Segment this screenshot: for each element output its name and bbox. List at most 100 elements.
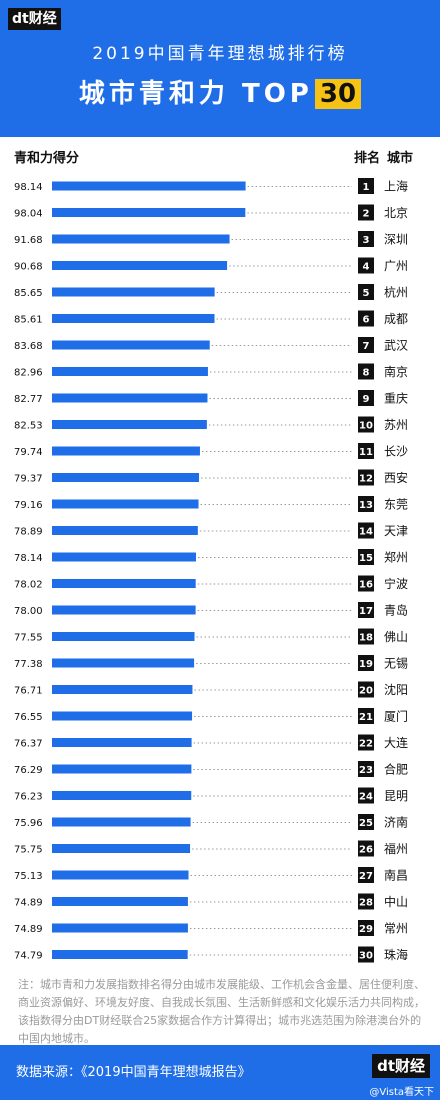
rank-badge <box>358 655 374 671</box>
rank-badge <box>358 628 374 645</box>
bar <box>52 314 215 323</box>
value-label: 79.16 <box>14 500 43 511</box>
city-label: 大连 <box>384 735 408 750</box>
city-label: 南京 <box>384 364 408 379</box>
value-label: 76.55 <box>14 712 43 723</box>
bar <box>52 393 208 403</box>
city-label: 沈阳 <box>384 682 408 697</box>
rank-label: 17 <box>359 606 373 617</box>
value-label: 78.89 <box>14 527 43 538</box>
city-label: 济南 <box>384 815 408 830</box>
city-label: 武汉 <box>384 339 408 353</box>
rank-label: 3 <box>363 235 370 246</box>
bar <box>52 844 191 853</box>
bar <box>52 791 192 800</box>
rank-label: 28 <box>359 898 373 909</box>
value-label: 91.68 <box>14 235 43 246</box>
city-label: 长沙 <box>384 445 408 459</box>
rank-badge <box>358 575 374 592</box>
rank-label: 7 <box>363 341 370 352</box>
value-label: 74.79 <box>14 951 43 962</box>
footnote: 注：城市青和力发展指数排名得分由城市发展能级、工作机会含金量、居住便利度、商业资… <box>18 978 425 1045</box>
city-label: 天津 <box>384 524 408 538</box>
rank-badge <box>358 734 374 751</box>
rank-badge <box>358 284 374 300</box>
rank-label: 24 <box>359 792 373 803</box>
rank-label: 6 <box>363 315 370 326</box>
city-label: 苏州 <box>384 418 408 432</box>
bar <box>52 234 230 244</box>
rank-label: 2 <box>363 209 370 220</box>
rank-badge <box>358 867 374 883</box>
title-text: 城市青和力 TOP <box>78 79 313 109</box>
value-label: 77.38 <box>14 659 43 670</box>
score-column-header: 青和力得分 <box>14 151 80 166</box>
bar <box>52 261 228 270</box>
rank-badge <box>358 443 374 459</box>
city-label: 郑州 <box>384 550 408 565</box>
bar <box>52 499 199 509</box>
value-label: 85.65 <box>14 288 43 299</box>
rank-badge <box>358 681 374 698</box>
rank-column-header: 排名 <box>354 151 381 166</box>
value-label: 76.23 <box>14 792 43 803</box>
rank-badge <box>358 231 374 247</box>
page-title: 城市青和力 TOP 30 <box>0 76 440 112</box>
rank-label: 27 <box>359 871 373 882</box>
rank-badge <box>358 496 374 512</box>
rank-label: 25 <box>359 818 373 829</box>
bar <box>52 181 246 191</box>
rank-label: 18 <box>359 633 373 644</box>
value-label: 82.96 <box>14 368 43 379</box>
city-label: 中山 <box>384 894 408 909</box>
rank-badge <box>358 946 374 963</box>
city-label: 昆明 <box>384 789 408 803</box>
rank-badge <box>358 257 374 274</box>
rank-label: 16 <box>359 580 373 591</box>
value-label: 74.89 <box>14 924 43 935</box>
ranking-bar-chart: 98.14 1 上海 98.04 2 北京 91.68 3 深圳 90.68 4 广州 85.65 5 杭州… <box>14 178 408 963</box>
rank-badge <box>358 310 374 327</box>
rank-label: 15 <box>359 553 373 564</box>
city-label: 佛山 <box>384 630 408 644</box>
rank-badge <box>358 390 374 406</box>
value-label: 74.89 <box>14 898 43 909</box>
city-label: 福州 <box>384 841 408 856</box>
bar <box>52 446 200 456</box>
rank-label: 1 <box>363 182 370 193</box>
value-label: 82.77 <box>14 394 43 405</box>
rank-badge <box>358 363 374 380</box>
city-label: 北京 <box>384 206 408 220</box>
city-label: 厦门 <box>384 709 408 724</box>
rank-badge <box>358 204 374 221</box>
rank-label: 11 <box>359 447 373 458</box>
value-label: 75.75 <box>14 845 43 856</box>
value-label: 75.13 <box>14 871 43 882</box>
bar <box>52 208 246 217</box>
value-label: 85.61 <box>14 315 43 326</box>
rank-badge <box>358 178 374 194</box>
city-column-header: 城市 <box>387 151 414 166</box>
bar <box>52 738 192 747</box>
city-label: 东莞 <box>384 498 408 512</box>
bar <box>52 817 191 827</box>
city-label: 宁波 <box>384 576 408 591</box>
rank-label: 21 <box>359 712 373 723</box>
value-label: 78.00 <box>14 606 43 617</box>
value-label: 77.55 <box>14 633 43 644</box>
value-label: 76.29 <box>14 765 43 776</box>
city-label: 常州 <box>384 922 408 936</box>
brand-logo: dt财经 <box>8 8 61 30</box>
bar <box>52 605 196 615</box>
rank-badge <box>358 522 374 539</box>
city-label: 成都 <box>384 312 408 326</box>
rank-badge <box>358 814 374 830</box>
bar <box>52 685 193 694</box>
city-label: 上海 <box>384 179 408 194</box>
value-label: 79.74 <box>14 447 43 458</box>
title-highlight: 30 <box>314 79 362 109</box>
rank-label: 9 <box>363 394 370 405</box>
page-subtitle: 2019中国青年理想城排行榜 <box>92 44 348 64</box>
value-label: 79.37 <box>14 474 43 485</box>
rank-badge <box>358 920 374 936</box>
